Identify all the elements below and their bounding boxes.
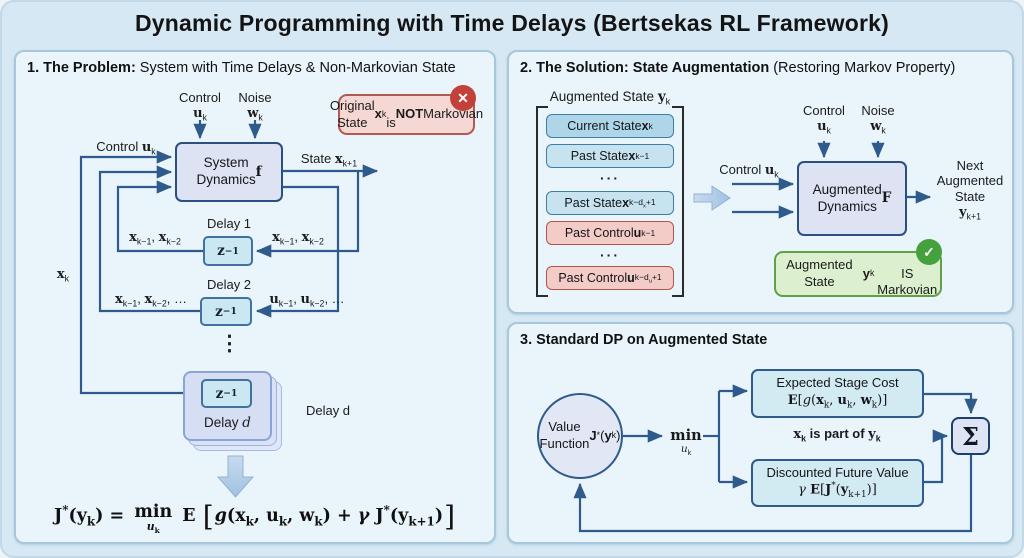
error-icon: ✕ bbox=[450, 85, 476, 111]
bellman-equation: J*(yk) = min uk E [g(xk, uk, wk) + γ J*(y… bbox=[53, 500, 456, 536]
state-feedback-label: xk bbox=[56, 267, 70, 284]
panel-solution: 2. The Solution: State Augmentation (Res… bbox=[507, 50, 1014, 314]
delay2-output-label: xk−1, xk−2, … bbox=[115, 291, 187, 309]
discounted-future-value-box: Discounted Future Value γ E[J*(yk+1)] bbox=[751, 459, 924, 507]
delay-d-unit-box: z −1 bbox=[201, 379, 252, 408]
value-function-node: Value Function J *(y k) bbox=[537, 393, 623, 479]
state-output-label: State xk+1 bbox=[300, 151, 358, 169]
delay1-output-label: xk−1, xk−2 bbox=[129, 229, 181, 247]
delay2-input-label: uk−1, uk−2, … bbox=[269, 291, 345, 309]
system-dynamics-box: System Dynamics f bbox=[175, 142, 283, 202]
panel3-heading: 3. Standard DP on Augmented State bbox=[520, 332, 768, 348]
min-operator-subscript: uk bbox=[680, 443, 692, 458]
min-operator: min bbox=[670, 427, 702, 444]
panel1-heading: 1. The Problem: System with Time Delays … bbox=[27, 60, 456, 76]
delay-d-outer-label: Delay d bbox=[305, 403, 351, 418]
list-item-past-state-1: Past State x k−1 bbox=[546, 144, 674, 168]
panel2-heading: 2. The Solution: State Augmentation (Res… bbox=[520, 60, 956, 76]
delay-d-inner-label: Delay d bbox=[204, 415, 251, 431]
list-ellipsis-2: ··· bbox=[600, 247, 620, 263]
is-markovian-badge: Augmented State y k IS Markovian bbox=[774, 251, 942, 297]
delay1-input-label: xk−1, xk−2 bbox=[272, 229, 324, 247]
expected-stage-cost-formula: E[g(xk, uk, wk)] bbox=[787, 393, 888, 411]
discounted-future-value-title: Discounted Future Value bbox=[766, 464, 909, 480]
summation-node: Σ bbox=[951, 417, 990, 455]
augmented-state-title: Augmented State yk bbox=[549, 89, 671, 107]
page-title: Dynamic Programming with Time Delays (Be… bbox=[135, 10, 889, 36]
delay1-label: Delay 1 bbox=[206, 216, 252, 231]
augmented-dynamics-box: Augmented Dynamics F bbox=[797, 161, 907, 236]
expected-stage-cost-box: Expected Stage Cost E[g(xk, uk, wk)] bbox=[751, 369, 924, 418]
noise-input-label: Noise wk bbox=[861, 103, 895, 136]
flow-down-arrow-icon bbox=[216, 455, 255, 498]
success-icon: ✓ bbox=[916, 239, 942, 265]
vertical-ellipsis: ⋮ bbox=[219, 332, 240, 355]
discounted-future-value-formula: γ E[J*(yk+1)] bbox=[798, 481, 877, 501]
bracket-left bbox=[536, 106, 548, 297]
control-input-label: Control uk bbox=[179, 90, 221, 123]
panel1-connector-lines bbox=[79, 120, 379, 498]
list-item-past-state-dx: Past State x k−dx+1 bbox=[546, 191, 674, 215]
delay2-unit-box: z −1 bbox=[200, 297, 252, 326]
noise-input-label: Noise wk bbox=[238, 90, 272, 123]
list-item-past-control-1: Past Control u k−1 bbox=[546, 221, 674, 245]
delay-d-stack: z −1 Delay d bbox=[183, 371, 282, 453]
delay1-unit-box: z −1 bbox=[203, 236, 253, 266]
bracket-right bbox=[672, 106, 684, 297]
list-ellipsis-1: ··· bbox=[600, 170, 620, 186]
control-input-label: Control uk bbox=[803, 103, 845, 136]
next-augmented-state-label: Next Augmented State yk+1 bbox=[936, 158, 1004, 222]
flow-right-arrow-icon bbox=[693, 185, 731, 211]
panel-problem: 1. The Problem: System with Time Delays … bbox=[14, 50, 496, 544]
expected-stage-cost-title: Expected Stage Cost bbox=[776, 375, 899, 391]
control-feedback-label: Control uk bbox=[96, 139, 156, 157]
delay2-label: Delay 2 bbox=[206, 277, 252, 292]
panel-standard-dp: 3. Standard DP on Augmented State Value F… bbox=[507, 322, 1014, 544]
panel3-connector-lines bbox=[573, 384, 978, 533]
list-item-past-control-du: Past Control u k−du+1 bbox=[546, 266, 674, 290]
panel2-connector-lines bbox=[693, 141, 932, 219]
control-left-label: Control uk bbox=[719, 162, 779, 180]
xk-part-of-yk-note: xk is part of yk bbox=[793, 426, 881, 444]
